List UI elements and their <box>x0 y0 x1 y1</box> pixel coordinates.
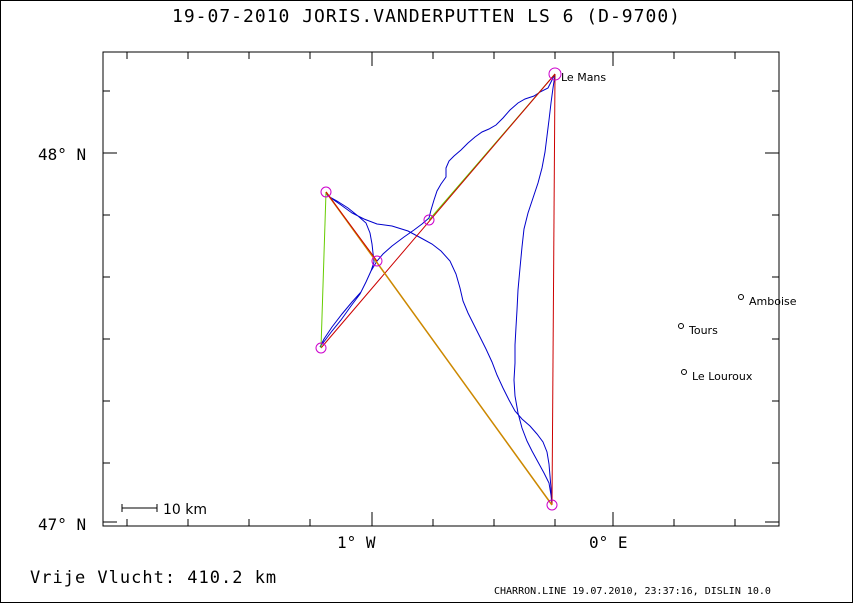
city-marker-amboise <box>738 294 744 300</box>
turnpoints <box>315 67 562 511</box>
city-marker-tours <box>678 323 684 329</box>
route-leg-red-1 <box>551 73 556 506</box>
lat-label-48: 48° N <box>38 145 86 164</box>
city-label-tours: Tours <box>688 324 718 337</box>
turnpoint-le-mans <box>548 67 562 81</box>
city-label-le-louroux: Le Louroux <box>692 370 753 383</box>
city-marker-le-louroux <box>681 369 687 375</box>
route-leg-green-2 <box>320 191 327 349</box>
turnpoint-2 <box>423 214 435 226</box>
turnpoint-5 <box>315 342 327 354</box>
lon-label-1w: 1° W <box>337 533 376 552</box>
gps-track <box>319 73 556 506</box>
turnpoint-4 <box>320 186 332 198</box>
scale-label: 10 km <box>163 502 207 518</box>
city-markers <box>678 294 744 375</box>
route-leg-orange <box>325 191 553 506</box>
page-title: 19-07-2010 JORIS.VANDERPUTTEN LS 6 (D-97… <box>172 6 681 27</box>
top-ticks <box>126 52 736 66</box>
turnpoint-3 <box>371 255 383 267</box>
city-label-le-mans: Le Mans <box>561 71 606 84</box>
distance-label: Vrije Vlucht: 410.2 km <box>30 568 278 588</box>
plot-area <box>102 51 780 527</box>
left-ticks <box>103 90 117 523</box>
turnpoint-6 <box>546 499 558 511</box>
right-ticks <box>765 90 779 523</box>
credit-label: CHARRON.LINE 19.07.2010, 23:37:16, DISLI… <box>494 586 771 597</box>
scale-bar: 10 km <box>121 502 207 518</box>
city-label-amboise: Amboise <box>749 295 797 308</box>
route-leg-red-2 <box>320 73 556 349</box>
lat-label-47: 47° N <box>38 515 86 534</box>
bottom-ticks <box>126 512 736 526</box>
lon-label-0e: 0° E <box>589 533 628 552</box>
route-leg-red-3 <box>325 191 378 262</box>
